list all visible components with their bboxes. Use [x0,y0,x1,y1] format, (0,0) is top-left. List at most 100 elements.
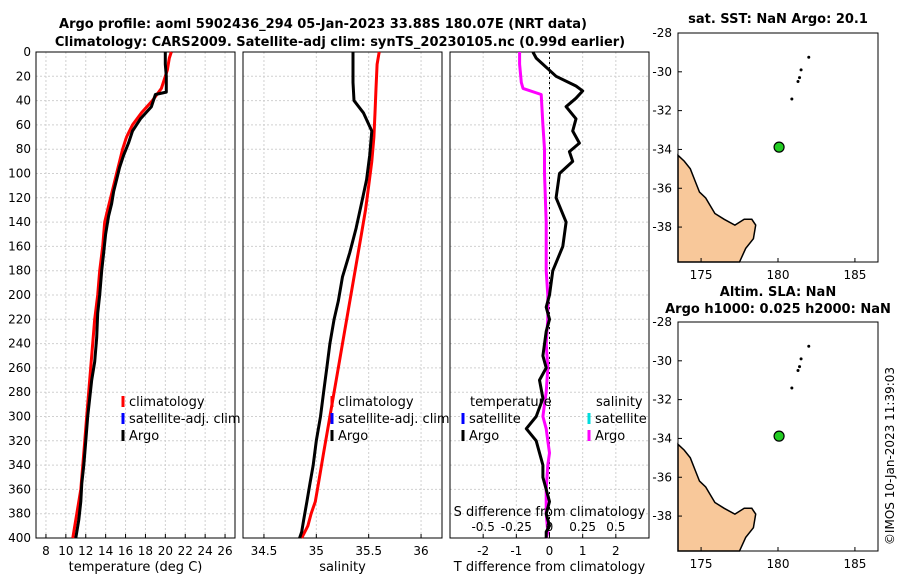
climatology-line [300,51,381,539]
y-tick-label: 340 [8,458,31,472]
x-tick-label: 0 [546,544,554,558]
legend-label: satellite-adj. clim [338,412,450,427]
legend-label: climatology [338,395,414,410]
panel-temperature: 8 10 12 14 16 18 20 22 24 26 temperature (deg C) 0 2… [8,45,241,575]
map-x-tick-label: 180 [767,268,790,282]
y-tick-label: 400 [8,531,31,545]
y-tick-label: 320 [8,434,31,448]
land-shape [677,442,757,552]
land-shape [677,153,757,263]
map-y-tick-label: -36 [652,470,672,484]
x-tick-label: 14 [98,544,113,558]
map-y-tick-label: -30 [652,65,672,79]
x-tick-label: -2 [477,544,489,558]
map-title: Altim. SLA: NaN [720,285,836,300]
map-x-tick-label: 175 [690,557,713,571]
s-diff-argo-line [518,52,551,539]
t-diff-argo-line [524,51,585,538]
y-tick-label: 60 [16,118,31,132]
s-axis-label: S difference from climatology [454,505,646,520]
x-tick-label: 35.5 [355,544,382,558]
map-x-tick-label: 180 [767,557,790,571]
legend-label: Argo [129,429,159,444]
y-tick-label: 260 [8,361,31,375]
title-line-1: Argo profile: aoml 5902436_294 05-Jan-20… [59,17,587,32]
y-tick-label: 100 [8,167,31,181]
island-marker [807,344,811,348]
map-title: Argo h1000: 0.025 h2000: NaN [665,302,891,317]
x-tick-label: 2 [612,544,620,558]
legend-label: Argo [338,429,368,444]
map-y-tick-label: -30 [652,354,672,368]
island-marker [790,97,794,101]
map-sla: Altim. SLA: NaN Argo h1000: 0.025 h2000: … [652,285,890,571]
map-y-tick-label: -32 [652,104,672,118]
y-tick-label: 40 [16,94,31,108]
panel-salinity: 34.5 35 35.5 36 salinity climatology satellite… [242,51,450,575]
y-tick-label: 140 [8,215,31,229]
x-tick-label: 8 [42,544,50,558]
y-tick-label: 300 [8,410,31,424]
map-y-tick-label: -34 [652,431,672,445]
y-tick-label: 160 [8,239,31,253]
island-marker [799,68,803,72]
x-tick-label: 36 [413,544,428,558]
x-tick-label: 26 [217,544,232,558]
y-tick-label: 0 [23,45,31,59]
timestamp: ©IMOS 10-Jan-2023 11:39:03 [883,367,897,545]
axes-frame [35,51,236,539]
y-tick-label: 360 [8,482,31,496]
x-tick-label: -1 [510,544,522,558]
island-marker [798,365,802,369]
y-tick-label: 200 [8,288,31,302]
y-tick-label: 20 [16,69,31,83]
x-tick-label: 34.5 [251,544,278,558]
island-marker [796,80,800,84]
legend-label: Argo [595,429,625,444]
axes-frame [242,51,443,539]
island-marker [799,357,803,361]
x-axis-label: salinity [319,560,366,575]
s-tick-label: 0 [546,520,554,534]
map-y-tick-label: -28 [652,26,672,40]
y-tick-label: 380 [8,507,31,521]
s-tick-label: -0.25 [501,520,532,534]
float-marker [773,141,785,153]
legend-title-salinity: salinity [596,395,643,410]
x-tick-label: 35 [309,544,324,558]
x-tick-label: 12 [78,544,93,558]
x-tick-label: 16 [118,544,133,558]
island-marker [796,369,800,373]
map-x-tick-label: 185 [843,268,866,282]
map-y-tick-label: -34 [652,142,672,156]
legend-label: satellite [469,412,521,427]
map-y-tick-label: -32 [652,393,672,407]
map-x-tick-label: 175 [690,268,713,282]
float-marker [773,430,785,442]
island-marker [790,386,794,390]
map-y-tick-label: -38 [652,220,672,234]
legend-label: climatology [129,395,205,410]
x-axis-label: temperature (deg C) [69,560,203,575]
map-y-tick-label: -36 [652,181,672,195]
title-line-2: Climatology: CARS2009. Satellite-adj cli… [55,35,625,50]
legend-title-temperature: temperature [470,395,552,410]
y-tick-label: 120 [8,191,31,205]
x-tick-label: 22 [178,544,193,558]
x-tick-label: 20 [158,544,173,558]
x-tick-label: 10 [58,544,73,558]
s-tick-label: 0.25 [569,520,596,534]
s-tick-label: 0.5 [606,520,625,534]
legend-label: Argo [469,429,499,444]
x-tick-label: 18 [138,544,153,558]
argo-line [298,52,374,539]
x-tick-label: 1 [579,544,587,558]
y-tick-label: 220 [8,312,31,326]
legend-label: satellite [595,412,647,427]
x-tick-label: 24 [198,544,213,558]
island-marker [807,55,811,59]
island-marker [798,76,802,80]
legend-label: satellite-adj. clim [129,412,241,427]
argo-line [74,52,168,539]
